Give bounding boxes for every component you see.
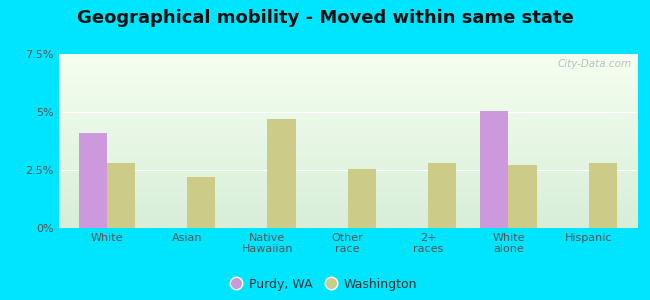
Bar — [480, 111, 508, 228]
Bar — [348, 169, 376, 228]
Bar — [267, 119, 296, 228]
Legend: Purdy, WA, Washington: Purdy, WA, Washington — [230, 276, 420, 294]
Bar — [79, 133, 107, 228]
Bar — [428, 163, 456, 228]
Bar — [589, 163, 617, 228]
Text: City-Data.com: City-Data.com — [557, 59, 631, 69]
Bar — [508, 165, 536, 228]
Bar — [187, 177, 215, 228]
Text: Geographical mobility - Moved within same state: Geographical mobility - Moved within sam… — [77, 9, 573, 27]
Bar — [107, 163, 135, 228]
